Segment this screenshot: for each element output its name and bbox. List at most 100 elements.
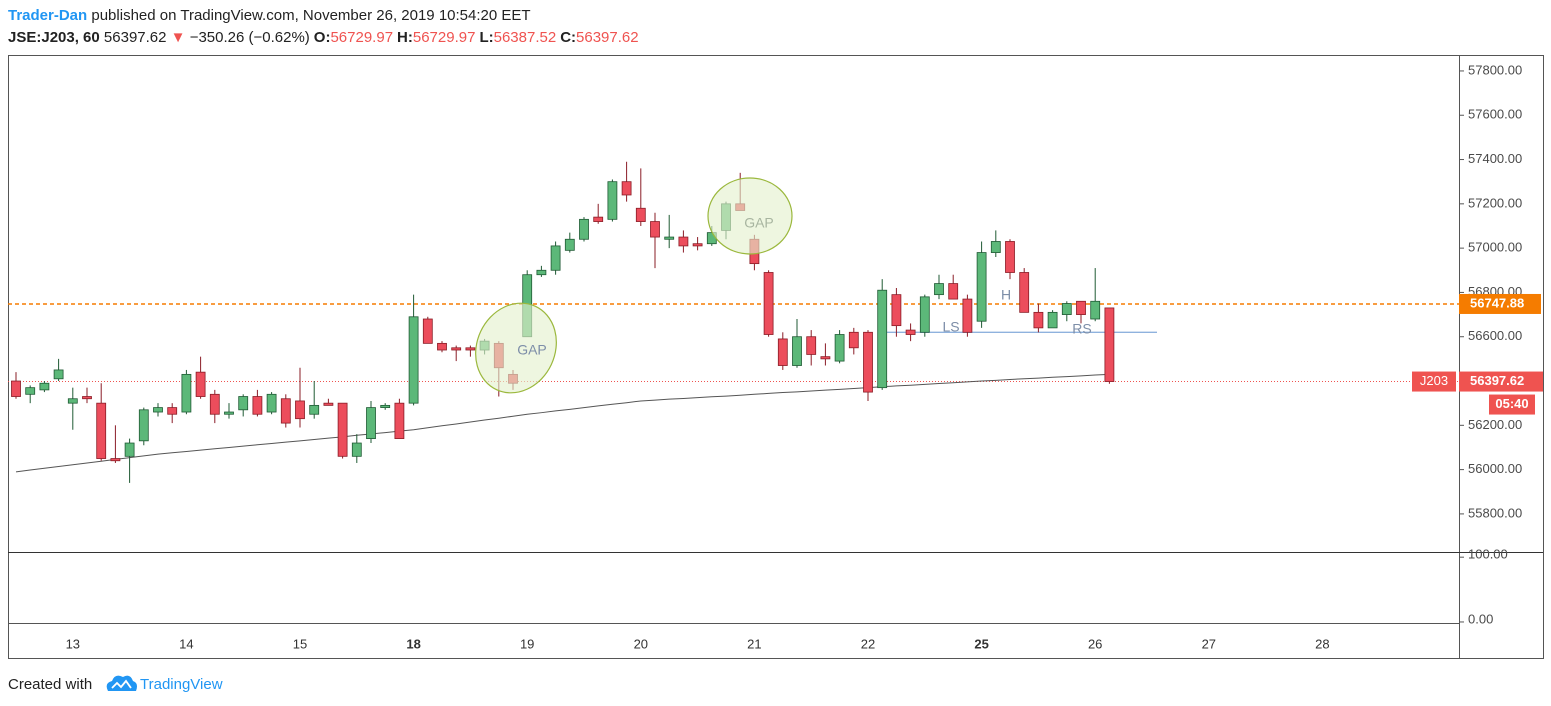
moving-average — [15, 373, 1110, 473]
candle-body — [905, 329, 916, 335]
y-tick-label: 55600.00 — [1468, 550, 1522, 565]
candle-body — [664, 236, 675, 240]
last-price-label: 56397.62 — [1470, 373, 1524, 388]
candle-body — [990, 241, 1001, 253]
candle-body — [39, 382, 50, 391]
candle-body — [678, 236, 689, 247]
x-tick-label: 14 — [179, 636, 193, 651]
ohlc-key: C: — [560, 29, 576, 46]
candle-body — [934, 283, 944, 296]
published: published on TradingView.com, November 2… — [91, 7, 530, 24]
y-tick-label: 57800.00 — [1468, 62, 1522, 77]
annotation: H — [1001, 287, 1011, 303]
candle-body — [820, 356, 831, 360]
candle-body — [1104, 307, 1115, 382]
candle-body — [976, 252, 987, 322]
ohlc-value: 56729.97 — [330, 29, 393, 46]
candle-body — [295, 400, 305, 420]
gap-ellipse — [707, 177, 793, 255]
footer-text: Created with — [8, 676, 92, 693]
candle-body — [465, 347, 476, 351]
candle-body — [153, 407, 163, 413]
candle-body — [948, 283, 959, 300]
logo-mark — [111, 679, 132, 689]
y-tick-label: 56000.00 — [1468, 461, 1522, 476]
candle-body — [181, 373, 192, 413]
candle-body — [96, 402, 107, 459]
candle-body — [621, 181, 632, 196]
y-tick-label: 57000.00 — [1468, 240, 1522, 255]
candle-body — [53, 369, 64, 380]
candle-body — [437, 342, 447, 351]
countdown-box — [1489, 394, 1535, 415]
candle-body — [252, 396, 263, 415]
candle-body — [877, 289, 888, 389]
candle-body — [422, 318, 433, 344]
candle-body — [280, 398, 291, 424]
candle-body — [351, 442, 362, 457]
x-tick-label: 18 — [406, 636, 420, 651]
candle-body — [195, 371, 206, 397]
candle-body — [124, 442, 135, 457]
x-tick-label: 21 — [747, 636, 761, 651]
candle-body — [1019, 272, 1030, 313]
x-tick-label: 22 — [861, 636, 875, 651]
candle-body — [1033, 311, 1044, 329]
candle-body — [536, 269, 547, 276]
candle-body — [550, 245, 561, 271]
symbol-box — [1412, 371, 1456, 392]
candle-body — [692, 243, 703, 247]
candle-body — [337, 402, 348, 457]
candle-body — [323, 402, 334, 406]
x-tick-label: 13 — [66, 636, 80, 651]
candle-body — [962, 298, 973, 333]
ohlc-value: 56387.52 — [494, 29, 557, 46]
y-tick-label: 57400.00 — [1468, 151, 1522, 166]
candle-body — [309, 404, 320, 415]
candle-body — [564, 238, 575, 251]
brand[interactable]: TradingView — [140, 676, 223, 693]
candle-body — [394, 402, 405, 440]
annotation: GAP — [744, 215, 774, 231]
candle-body — [806, 336, 817, 355]
y-tick-label: 100.00 — [1468, 547, 1508, 562]
ohlc-key: O: — [314, 29, 331, 46]
x-tick-label: 19 — [520, 636, 534, 651]
candle-body — [635, 207, 646, 222]
header-line: Trader-Dan published on TradingView.com,… — [8, 7, 531, 24]
last-price-box — [1459, 371, 1543, 392]
symbol-label: J203 — [1420, 373, 1448, 388]
countdown-label: 05:40 — [1495, 396, 1528, 411]
x-tick-label: 15 — [293, 636, 307, 651]
x-tick-label: 20 — [634, 636, 648, 651]
logo — [106, 675, 137, 691]
candle-body — [266, 393, 277, 413]
ohlc-value: 56729.97 — [413, 29, 476, 46]
annotation: RS — [1072, 321, 1091, 337]
candle-body — [777, 338, 788, 366]
candle-body — [834, 334, 845, 362]
ohlc-key: L: — [479, 29, 493, 46]
annotation: GAP — [517, 342, 547, 358]
candle-body — [919, 296, 930, 333]
candle-body — [82, 396, 92, 400]
candle-body — [792, 336, 802, 366]
candle-body — [891, 294, 902, 327]
symbol-line: JSE:J203, 60 56397.62 ▼ −350.26 (−0.62%)… — [8, 29, 639, 46]
author[interactable]: Trader-Dan — [8, 7, 87, 24]
y-tick-label: 56600.00 — [1468, 328, 1522, 343]
change: −350.26 (−0.62%) — [190, 29, 310, 46]
candle-body — [1090, 300, 1101, 320]
candle-body — [1061, 303, 1072, 315]
candle-body — [408, 316, 419, 404]
candle-body — [238, 396, 249, 411]
candle-body — [380, 404, 391, 408]
candle-body — [593, 216, 604, 222]
candle-body — [25, 387, 36, 395]
last: 56397.62 — [104, 29, 167, 46]
y-tick-label: 57600.00 — [1468, 107, 1522, 122]
candle-body — [67, 398, 78, 404]
candle-body — [366, 407, 376, 440]
